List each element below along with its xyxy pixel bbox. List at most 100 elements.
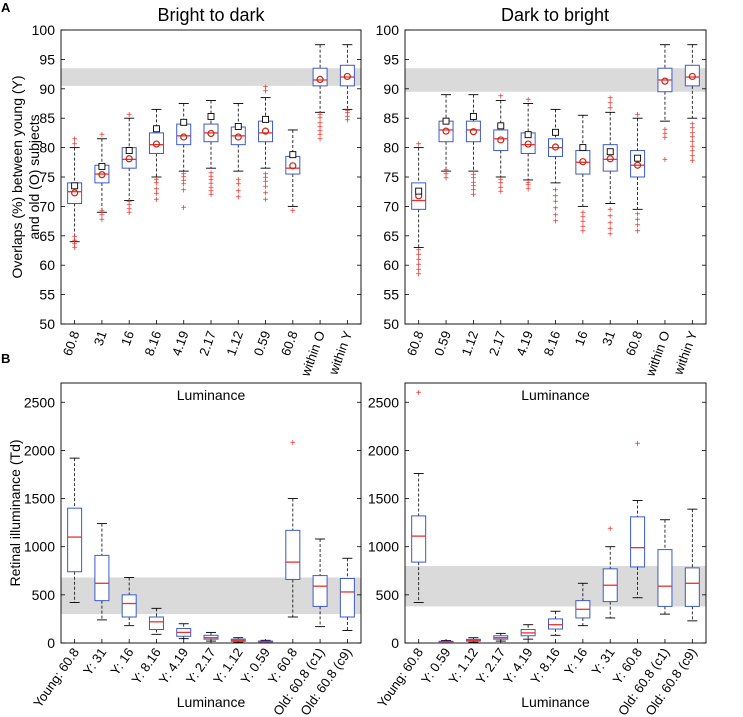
y-tick-label: 2000	[24, 442, 55, 458]
y-tick-label: 500	[32, 587, 56, 603]
y-tick-label: 60	[383, 257, 399, 273]
y-tick-label: 1500	[368, 491, 399, 507]
outlier-marker: +	[235, 175, 241, 186]
outlier-marker: +	[154, 175, 160, 186]
x-axis-label: Luminance	[521, 694, 590, 710]
outlier-marker: +	[607, 98, 613, 109]
y-tick-label: 65	[383, 228, 399, 244]
outlier-marker: +	[181, 173, 187, 184]
outlier-marker: +	[635, 210, 641, 221]
box	[285, 529, 301, 580]
x-axis-label: Luminance	[177, 387, 246, 403]
y-axis-label: Retinal illuminance (Td)	[7, 439, 23, 586]
y-tick-label: 100	[32, 22, 56, 38]
outlier-marker: +	[635, 110, 641, 121]
outlier-marker: +	[525, 184, 531, 195]
outlier-marker: +	[553, 185, 559, 196]
outlier-marker: +	[662, 129, 668, 140]
outlier-marker: +	[344, 108, 350, 119]
y-tick-label: 70	[383, 198, 399, 214]
outlier-marker: +	[580, 208, 586, 219]
x-tick-label: 60.8	[404, 329, 427, 358]
mean-marker	[98, 171, 106, 179]
mean-marker	[661, 77, 669, 85]
outlier-marker: +	[553, 204, 559, 215]
outlier-marker: +	[580, 227, 586, 238]
y-tick-label: 90	[39, 81, 55, 97]
mean-marker	[234, 133, 242, 141]
reference-band	[61, 68, 361, 86]
outlier-marker: +	[553, 191, 559, 202]
outlier-marker: +	[263, 188, 269, 199]
box	[630, 516, 646, 568]
reference-square-marker	[552, 128, 559, 136]
x-tick-label: 2.17	[196, 329, 219, 358]
y-tick-label: 80	[39, 140, 55, 156]
outlier-marker: +	[689, 137, 695, 148]
y-tick-label: 85	[383, 110, 399, 126]
outlier-marker: +	[235, 187, 241, 198]
outlier-marker: +	[580, 212, 586, 223]
mean-marker	[71, 189, 79, 197]
mean-marker	[524, 140, 532, 148]
outlier-marker: +	[662, 133, 668, 144]
y-tick-label: 95	[39, 51, 55, 67]
outlier-marker: +	[470, 170, 476, 181]
outlier-marker: +	[235, 192, 241, 203]
box	[312, 575, 328, 607]
box	[411, 515, 427, 563]
outlier-marker: +	[126, 197, 132, 208]
panel-label-a: A	[1, 0, 11, 15]
outlier-marker: +	[208, 179, 214, 190]
outlier-marker: +	[208, 187, 214, 198]
outlier-marker: +	[525, 95, 531, 106]
outlier-marker: +	[607, 94, 613, 105]
outlier-marker: +	[689, 156, 695, 167]
box	[602, 144, 618, 172]
y-tick-label: 1000	[24, 539, 55, 555]
y-tick-label: 1000	[368, 539, 399, 555]
x-tick-label: 1.12	[458, 329, 481, 358]
outlier-marker: +	[208, 172, 214, 183]
reference-square-marker	[469, 112, 477, 120]
outlier-marker: +	[263, 182, 269, 193]
outlier-marker: +	[443, 165, 449, 176]
y-tick-label: 95	[383, 51, 399, 67]
outlier-marker: +	[416, 245, 422, 256]
y-tick-label: 70	[39, 198, 55, 214]
outlier-marker: +	[416, 255, 422, 266]
outlier-marker: +	[470, 185, 476, 196]
outlier-marker: +	[498, 175, 504, 186]
mean-marker	[316, 75, 324, 83]
y-axis-label: Overlaps (%) between young (Y)and old (O…	[9, 75, 42, 278]
box	[67, 507, 83, 573]
outlier-marker: +	[99, 215, 105, 226]
reference-band	[61, 577, 361, 615]
outlier-marker: +	[416, 250, 422, 261]
outlier-marker: +	[154, 189, 160, 200]
x-tick-label: Young: 60.8	[30, 645, 82, 710]
y-tick-label: 85	[39, 110, 55, 126]
mean-marker	[579, 158, 587, 166]
mean-marker	[469, 128, 478, 136]
x-tick-label: Y: 16	[561, 645, 590, 678]
outlier-marker: +	[635, 227, 641, 238]
outlier-marker: +	[72, 243, 78, 254]
outlier-marker: +	[317, 110, 323, 121]
chart-title: Bright to dark	[157, 5, 265, 25]
x-tick-label: 31	[599, 329, 618, 348]
outlier-marker: +	[154, 178, 160, 189]
outlier-marker: +	[635, 221, 641, 232]
box	[148, 132, 164, 154]
outlier-marker: +	[689, 151, 695, 162]
reference-square-marker	[98, 162, 106, 170]
mean-marker	[688, 72, 696, 81]
x-tick-label: 0.59	[431, 329, 454, 358]
outlier-marker: +	[235, 180, 241, 191]
x-tick-label: within O	[642, 329, 673, 379]
outlier-marker: +	[154, 184, 160, 195]
outlier-marker: +	[126, 204, 132, 215]
x-axis-label: Luminance	[177, 694, 246, 710]
outlier-marker: +	[317, 134, 323, 145]
